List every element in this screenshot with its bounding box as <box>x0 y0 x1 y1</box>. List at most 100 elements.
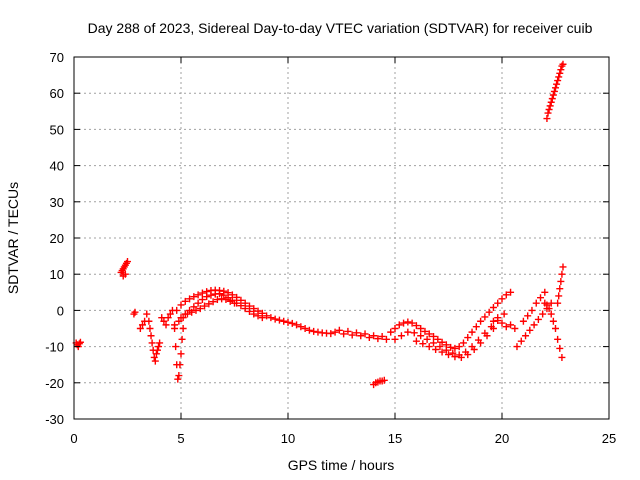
data-point <box>190 303 198 311</box>
data-point <box>558 353 566 361</box>
data-point <box>430 339 438 347</box>
data-point <box>293 321 301 329</box>
data-point <box>451 344 459 352</box>
data-point <box>507 321 515 329</box>
data-point <box>207 291 215 299</box>
data-point <box>164 314 172 322</box>
data-point <box>387 328 395 336</box>
series-cluster-f-middle <box>177 290 266 322</box>
y-tick-label: 20 <box>50 231 64 246</box>
y-tick-label: -30 <box>45 412 64 427</box>
data-point <box>143 310 151 318</box>
data-point <box>192 306 200 314</box>
data-point <box>539 310 547 318</box>
x-axis-ticks: 0 5 10 15 20 25 <box>70 57 616 446</box>
data-point <box>477 339 485 347</box>
data-point <box>288 319 296 327</box>
data-point <box>183 310 191 318</box>
data-point <box>181 297 189 305</box>
grid <box>74 57 609 419</box>
series-cluster-h <box>370 376 388 389</box>
data-point <box>145 317 153 325</box>
data-point <box>190 293 198 301</box>
data-point <box>155 343 163 351</box>
data-point <box>438 348 446 356</box>
data-point <box>419 340 427 348</box>
data-point <box>335 326 343 334</box>
data-point <box>348 331 356 339</box>
data-point <box>489 325 497 332</box>
data-point <box>75 340 83 348</box>
data-point <box>179 325 187 332</box>
data-point <box>172 343 180 351</box>
data-point <box>174 375 182 383</box>
data-point <box>196 305 204 313</box>
data-point <box>162 321 170 329</box>
data-point <box>494 314 502 322</box>
data-point <box>541 288 549 296</box>
data-point <box>543 301 551 309</box>
data-point <box>511 325 519 332</box>
data-point <box>175 372 183 380</box>
series-cluster-l <box>541 299 566 361</box>
data-point <box>131 308 139 316</box>
data-point <box>500 310 508 318</box>
chart-title: Day 288 of 2023, Sidereal Day-to-day VTE… <box>88 20 593 36</box>
x-tick-label: 25 <box>602 431 616 446</box>
data-point <box>554 299 562 307</box>
data-point <box>408 319 416 327</box>
data-point <box>361 330 369 338</box>
data-point <box>175 317 183 325</box>
series-cluster-j <box>489 314 519 332</box>
series-cluster-d <box>143 310 164 365</box>
data-point <box>438 338 446 346</box>
data-point <box>220 291 228 299</box>
data-point <box>457 353 465 361</box>
y-tick-label: -20 <box>45 376 64 391</box>
data-point <box>222 296 230 304</box>
data-point <box>549 317 557 325</box>
data-point <box>156 339 164 347</box>
data-point <box>397 332 405 340</box>
data-point <box>124 258 131 266</box>
data-point <box>528 306 536 314</box>
data-point <box>412 322 420 330</box>
data-point <box>395 321 403 329</box>
data-point <box>280 317 288 325</box>
data-point <box>148 339 156 347</box>
data-point <box>177 301 185 309</box>
y-tick-label: 10 <box>50 267 64 282</box>
series-cluster-c <box>130 308 149 332</box>
data-point <box>552 325 559 332</box>
data-point <box>557 66 565 74</box>
data-point <box>177 350 185 358</box>
data-point <box>534 315 542 323</box>
data-point <box>522 332 530 340</box>
data-point <box>147 332 155 340</box>
data-point <box>173 306 181 314</box>
x-axis-label: GPS time / hours <box>288 457 395 473</box>
data-point <box>455 343 463 351</box>
data-point <box>179 314 187 322</box>
x-tick-label: 10 <box>281 431 295 446</box>
data-point <box>340 330 348 338</box>
data-point <box>432 345 440 353</box>
data-point <box>434 335 442 343</box>
data-point <box>545 305 553 313</box>
data-point <box>205 300 213 308</box>
data-point <box>357 332 365 340</box>
data-point <box>464 351 472 359</box>
data-point <box>557 277 565 285</box>
data-point <box>464 334 472 342</box>
data-point <box>378 332 386 340</box>
data-point <box>468 328 476 336</box>
data-point <box>442 346 450 354</box>
data-point <box>310 327 318 335</box>
series-cluster-m <box>554 263 567 307</box>
data-point <box>550 87 558 95</box>
data-point <box>284 318 292 326</box>
series-cluster-g <box>331 326 390 343</box>
data-point <box>436 343 444 351</box>
data-point <box>160 317 168 325</box>
data-point <box>555 292 563 300</box>
